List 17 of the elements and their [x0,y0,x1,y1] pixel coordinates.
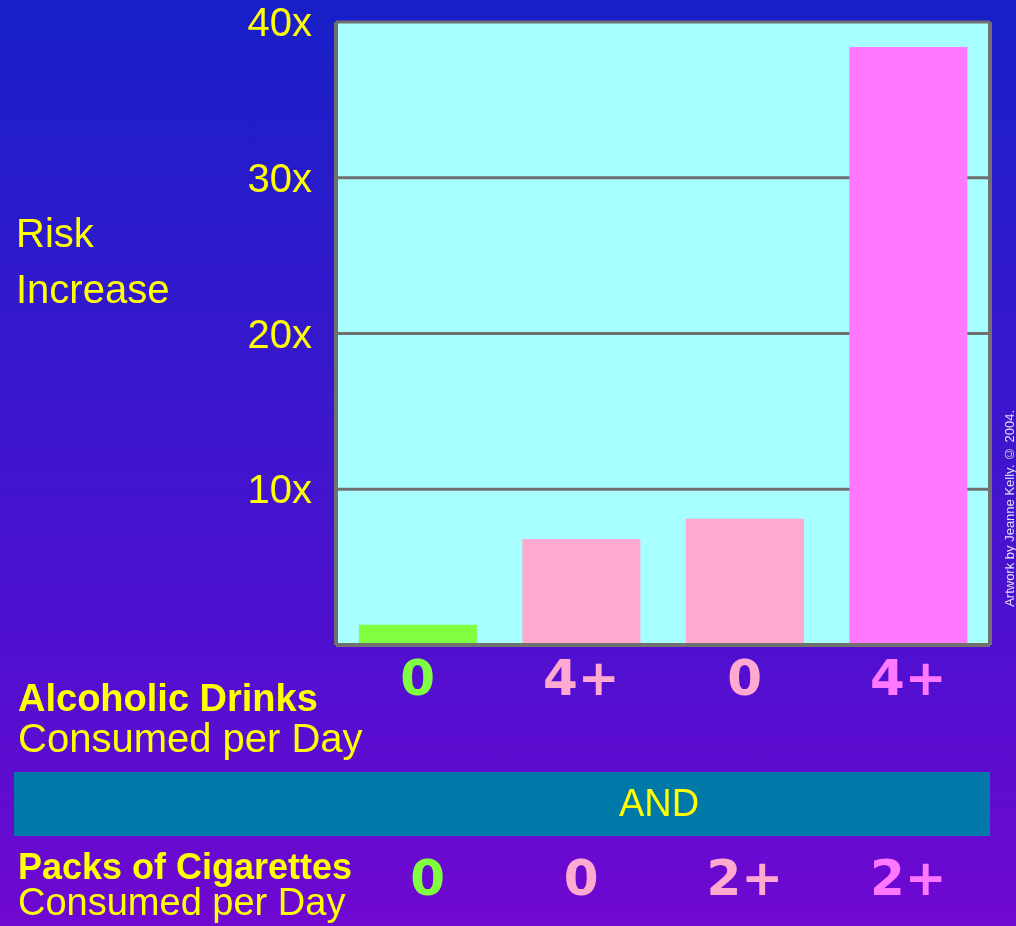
text: 0 [562,848,600,908]
x-tick-label: 0 [727,649,763,707]
y-tick-label: 20x [247,311,312,356]
y-tick-label: 10x [247,467,312,512]
text: 2+ [705,848,785,908]
text: 0 [409,848,447,908]
bar [685,518,804,645]
text: AND [617,782,701,825]
x-tick-label: 4+ [869,649,947,707]
y-tick-label: 40x [247,0,312,45]
bar [849,46,968,645]
x-tick-label: 4+ [542,649,620,707]
y-axis-title: Risk Increase [16,210,171,313]
x-tick-label: 0 [400,649,436,707]
bar [522,539,641,645]
y-tick-label: 30x [247,155,312,200]
text: 2+ [868,848,948,908]
